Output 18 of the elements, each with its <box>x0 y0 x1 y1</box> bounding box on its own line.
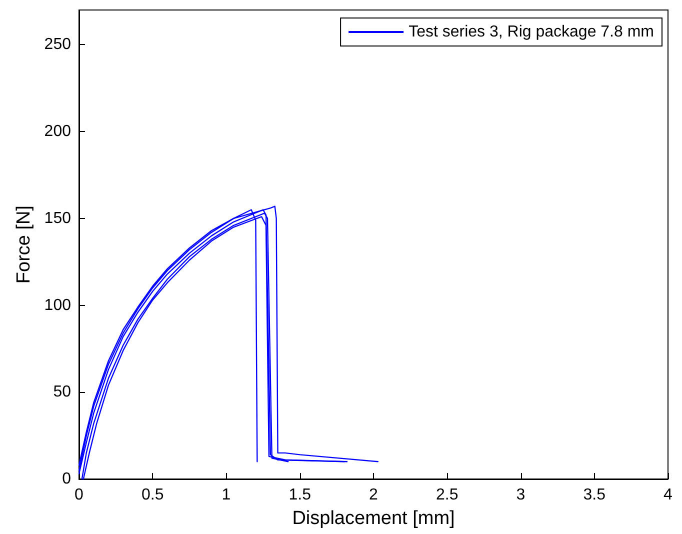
y-tick-label: 150 <box>44 210 72 227</box>
x-tick-label: 2.5 <box>436 486 458 504</box>
y-tick-label: 250 <box>44 36 72 54</box>
x-tick-label: 1 <box>222 486 231 504</box>
x-tick-label: 3.5 <box>583 486 606 504</box>
x-tick-label: 0 <box>74 486 84 504</box>
y-tick-label: 0 <box>62 470 72 488</box>
legend-label: Test series 3, Rig package 7.8 mm <box>408 24 654 40</box>
y-tick-label: 50 <box>53 384 72 401</box>
x-axis-title: Displacement [mm] <box>292 508 455 529</box>
x-tick-label: 3 <box>516 486 526 504</box>
y-axis-title: Force [N] <box>13 205 34 284</box>
x-tick-label: 2 <box>369 486 378 504</box>
y-tick-label: 100 <box>44 296 72 314</box>
x-tick-label: 0.5 <box>142 486 164 504</box>
y-tick-label: 200 <box>44 123 72 140</box>
x-tick-label: 4 <box>664 486 673 504</box>
x-tick-label: 1.5 <box>288 486 312 504</box>
